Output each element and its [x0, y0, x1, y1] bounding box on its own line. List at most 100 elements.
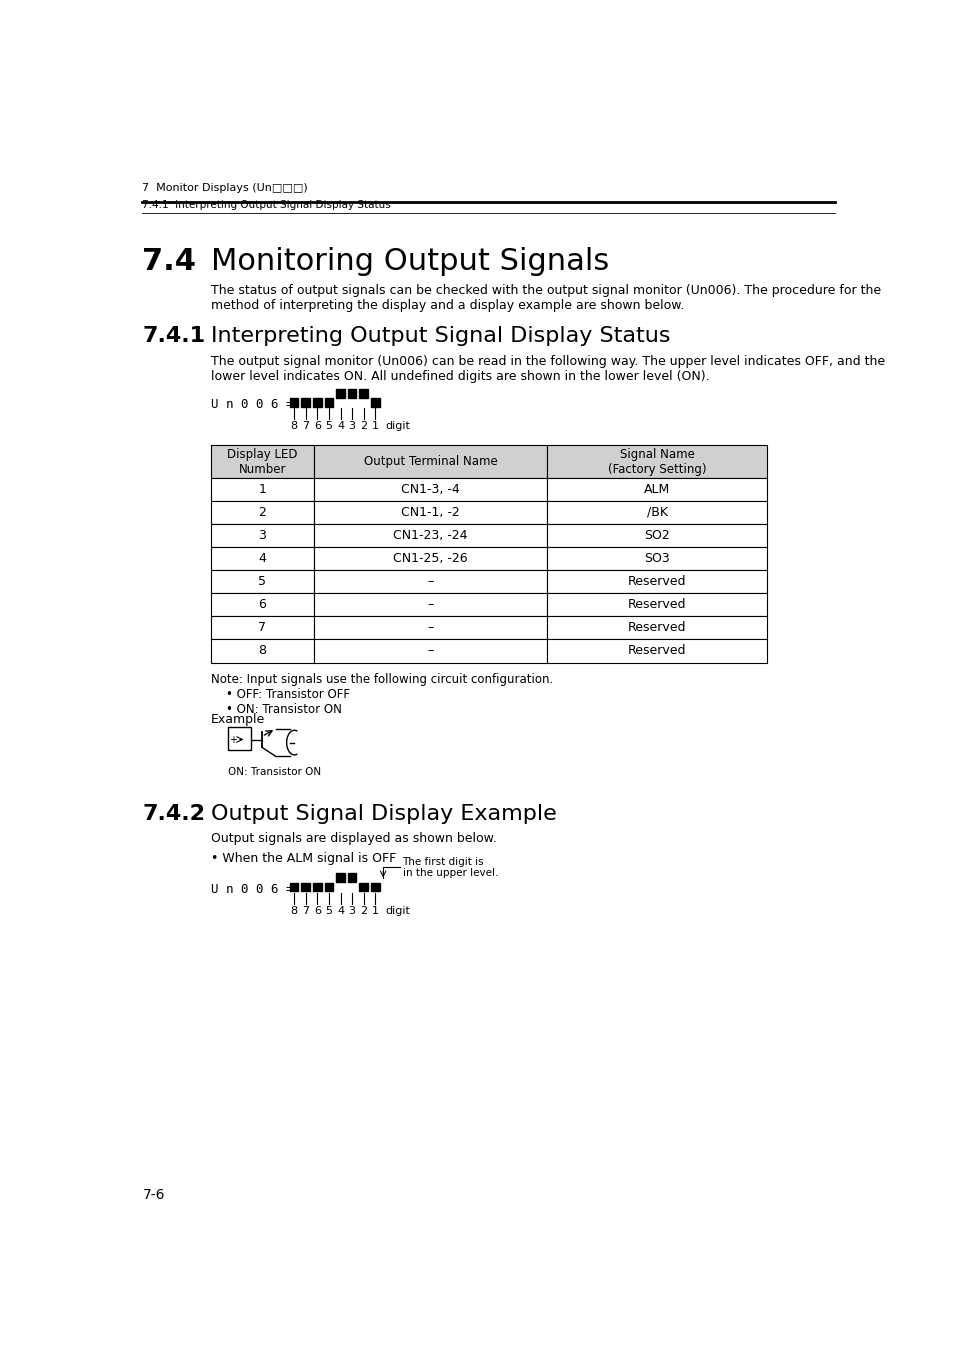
Bar — [301, 883, 310, 891]
Bar — [547, 617, 766, 640]
Bar — [228, 728, 251, 751]
Text: 1: 1 — [258, 483, 266, 495]
Text: digit: digit — [385, 906, 410, 915]
Text: 7-6: 7-6 — [142, 1188, 165, 1202]
Bar — [314, 524, 547, 547]
Bar — [290, 398, 298, 406]
Text: 6: 6 — [314, 906, 320, 915]
Bar — [348, 389, 356, 398]
Text: Reserved: Reserved — [627, 644, 686, 657]
Bar — [348, 873, 356, 882]
Bar — [211, 478, 314, 501]
Text: 5: 5 — [258, 575, 266, 589]
Text: Output Signal Display Example: Output Signal Display Example — [211, 805, 556, 825]
Text: 7  Monitor Displays (Un□□□): 7 Monitor Displays (Un□□□) — [142, 182, 308, 193]
Text: 7: 7 — [258, 621, 266, 634]
Bar — [371, 398, 379, 406]
Text: Monitoring Output Signals: Monitoring Output Signals — [211, 247, 608, 275]
Text: CN1-1, -2: CN1-1, -2 — [400, 506, 459, 518]
Bar — [211, 547, 314, 570]
Text: CN1-23, -24: CN1-23, -24 — [393, 529, 467, 541]
Text: 6: 6 — [314, 421, 320, 432]
Bar — [547, 446, 766, 478]
Text: +: + — [229, 734, 237, 744]
Text: SO3: SO3 — [643, 552, 669, 566]
Text: 4: 4 — [258, 552, 266, 566]
Text: –: – — [427, 598, 434, 612]
Bar — [211, 501, 314, 524]
Text: 7: 7 — [302, 906, 309, 915]
Text: 7.4.1: 7.4.1 — [142, 325, 206, 346]
Text: Interpreting Output Signal Display Status: Interpreting Output Signal Display Statu… — [211, 325, 670, 346]
Text: Output signals are displayed as shown below.: Output signals are displayed as shown be… — [211, 832, 496, 845]
Text: 6: 6 — [258, 598, 266, 612]
Bar — [314, 501, 547, 524]
Bar — [211, 593, 314, 617]
Bar — [547, 547, 766, 570]
Text: CN1-25, -26: CN1-25, -26 — [393, 552, 467, 566]
Bar — [547, 524, 766, 547]
Bar — [335, 873, 344, 882]
Text: 1: 1 — [372, 906, 378, 915]
Text: 7.4: 7.4 — [142, 247, 196, 275]
Bar — [313, 883, 321, 891]
Bar — [547, 478, 766, 501]
Text: 7: 7 — [302, 421, 309, 432]
Text: 3: 3 — [258, 529, 266, 541]
Text: 2: 2 — [360, 421, 367, 432]
Text: 3: 3 — [348, 421, 355, 432]
Bar — [359, 883, 368, 891]
Text: 4: 4 — [336, 421, 344, 432]
Bar — [211, 524, 314, 547]
Text: Reserved: Reserved — [627, 598, 686, 612]
Text: –: – — [427, 575, 434, 589]
Bar — [313, 398, 321, 406]
Text: Signal Name
(Factory Setting): Signal Name (Factory Setting) — [607, 448, 706, 475]
Text: CN1-3, -4: CN1-3, -4 — [400, 483, 459, 495]
Text: U n 0 0 6 =: U n 0 0 6 = — [211, 398, 293, 412]
Text: SO2: SO2 — [643, 529, 669, 541]
Bar — [324, 398, 333, 406]
Text: 4: 4 — [336, 906, 344, 915]
Bar — [290, 883, 298, 891]
Text: Reserved: Reserved — [627, 575, 686, 589]
Text: Display LED
Number: Display LED Number — [227, 448, 297, 475]
Text: 3: 3 — [348, 906, 355, 915]
Bar — [211, 570, 314, 593]
Text: /BK: /BK — [646, 506, 667, 518]
Text: 2: 2 — [360, 906, 367, 915]
Bar — [359, 389, 368, 398]
Text: Reserved: Reserved — [627, 621, 686, 634]
Text: –: – — [427, 644, 434, 657]
Text: 8: 8 — [290, 421, 297, 432]
Bar — [301, 398, 310, 406]
Bar — [314, 446, 547, 478]
Text: 2: 2 — [258, 506, 266, 518]
Text: 8: 8 — [258, 644, 266, 657]
Text: 5: 5 — [325, 421, 332, 432]
Text: • When the ALM signal is OFF: • When the ALM signal is OFF — [211, 852, 395, 865]
Text: The first digit is
in the upper level.: The first digit is in the upper level. — [402, 856, 497, 878]
Bar — [314, 570, 547, 593]
Text: 5: 5 — [325, 906, 332, 915]
Bar — [314, 478, 547, 501]
Bar — [324, 883, 333, 891]
Bar — [211, 640, 314, 663]
Text: Output Terminal Name: Output Terminal Name — [363, 455, 497, 468]
Bar — [547, 570, 766, 593]
Bar — [547, 593, 766, 617]
Bar — [371, 883, 379, 891]
Bar — [314, 640, 547, 663]
Bar — [314, 593, 547, 617]
Bar — [314, 617, 547, 640]
Text: –: – — [427, 621, 434, 634]
Text: 8: 8 — [290, 906, 297, 915]
Text: digit: digit — [385, 421, 410, 432]
Text: ALM: ALM — [643, 483, 670, 495]
Bar — [314, 547, 547, 570]
Bar — [211, 446, 314, 478]
Text: Example: Example — [211, 713, 265, 726]
Text: U n 0 0 6 =: U n 0 0 6 = — [211, 883, 293, 895]
Text: Note: Input signals use the following circuit configuration.
    • OFF: Transist: Note: Input signals use the following ci… — [211, 674, 553, 717]
Text: 7.4.1  Interpreting Output Signal Display Status: 7.4.1 Interpreting Output Signal Display… — [142, 200, 391, 209]
